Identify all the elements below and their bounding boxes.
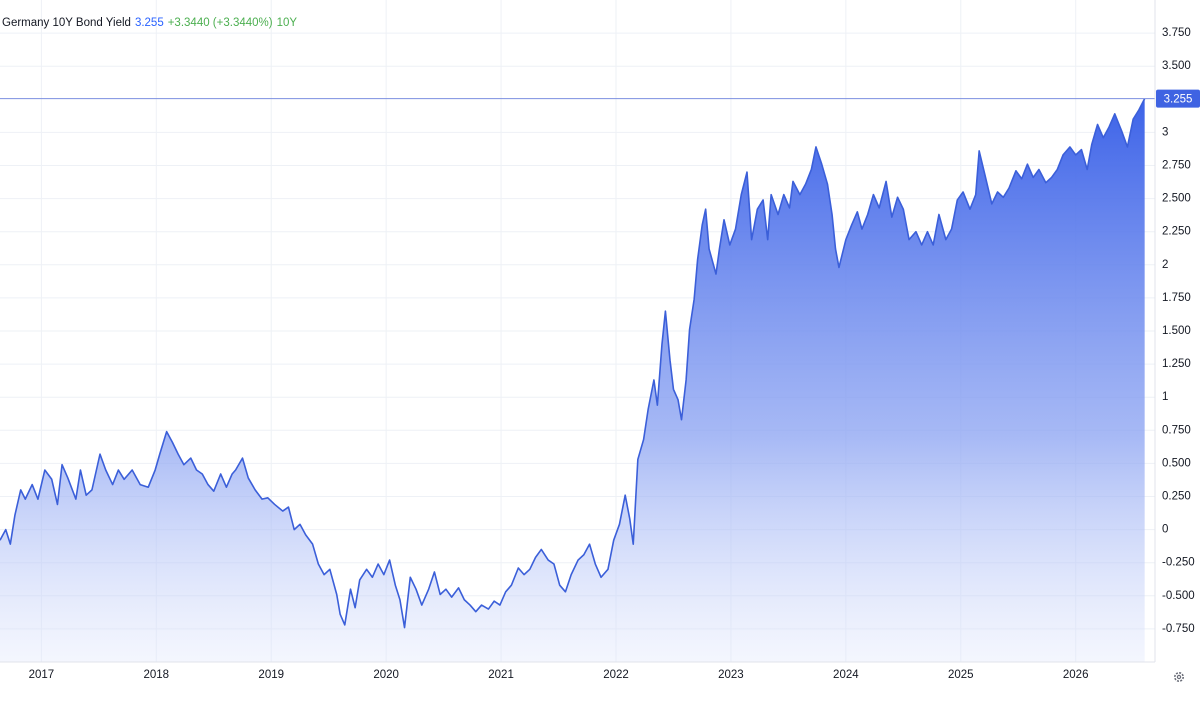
- x-tick-label: 2025: [948, 669, 974, 681]
- y-tick-label: 3.750: [1162, 27, 1191, 39]
- x-tick-label: 2023: [718, 669, 744, 681]
- y-tick-label: -0.750: [1162, 623, 1195, 635]
- change: +3.3440 (+3.3440%): [168, 17, 273, 29]
- x-tick-label: 2019: [258, 669, 284, 681]
- plot-area: [0, 98, 1155, 662]
- y-tick-label: 0.750: [1162, 424, 1191, 436]
- y-tick-label: 1.500: [1162, 325, 1191, 337]
- x-tick-label: 2026: [1063, 669, 1089, 681]
- line: [0, 98, 1146, 629]
- last-value: 3.255: [135, 17, 164, 29]
- y-tick-label: 2.750: [1162, 160, 1191, 172]
- gear: [1174, 672, 1184, 682]
- settings-icon[interactable]: [1174, 672, 1184, 682]
- y-tick-label: 2.500: [1162, 193, 1191, 205]
- area-fill: [0, 98, 1145, 662]
- last-price-label: 3.255: [1164, 94, 1193, 106]
- gear-center: [1176, 674, 1182, 680]
- chart-title: Germany 10Y Bond Yield 3.255 +3.3440 (+3.3…: [2, 17, 297, 29]
- interval: 10Y: [277, 17, 298, 29]
- symbol-title: Germany 10Y Bond Yield: [2, 17, 131, 29]
- y-tick-label: 1.750: [1162, 292, 1191, 304]
- y-tick-label: 1: [1162, 391, 1168, 403]
- axes: -0.750 -0.500 -0.250 0 0.250 0.500 0.750 1 1.250…: [29, 27, 1200, 681]
- y-tick-label: 1.250: [1162, 358, 1191, 370]
- x-tick-label: 2020: [373, 669, 399, 681]
- y-tick-label: 0.250: [1162, 491, 1191, 503]
- y-tick-label: 2: [1162, 259, 1168, 271]
- y-tick-label: 0.500: [1162, 457, 1191, 469]
- x-tick-label: 2018: [144, 669, 170, 681]
- y-tick-label: 0: [1162, 524, 1168, 536]
- y-tick-label: 3.500: [1162, 60, 1191, 72]
- y-tick-label: -0.500: [1162, 590, 1195, 602]
- last-price-tag: [1156, 89, 1200, 108]
- x-tick-label: 2022: [603, 669, 629, 681]
- x-tick-label: 2024: [833, 669, 859, 681]
- y-tick-label: -0.250: [1162, 557, 1195, 569]
- x-tick-label: 2017: [29, 669, 55, 681]
- x-tick-label: 2021: [488, 669, 514, 681]
- y-tick-label: 3: [1162, 126, 1168, 138]
- y-tick-label: 2.250: [1162, 226, 1191, 238]
